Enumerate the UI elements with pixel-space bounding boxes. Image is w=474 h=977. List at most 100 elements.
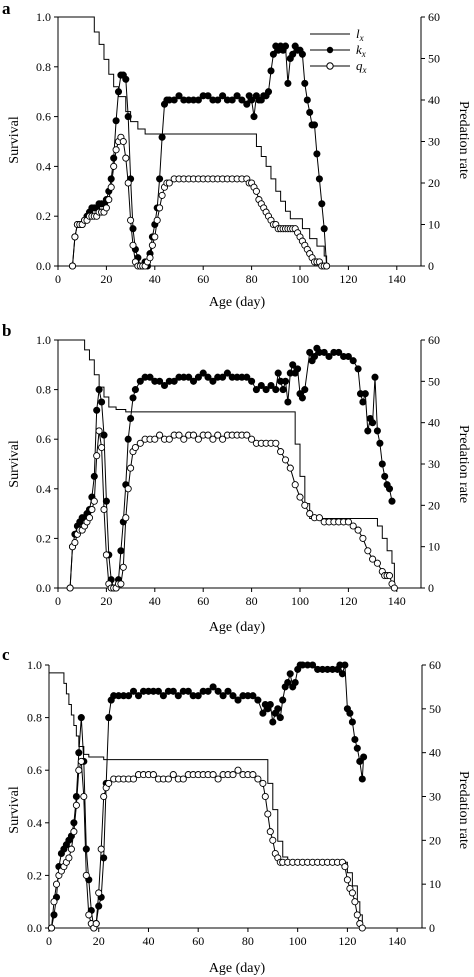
series-q-point [269,836,277,844]
x-tick-label: 40 [149,272,161,286]
series-k-point [274,705,282,713]
series-k-point [262,386,270,394]
series-k-point [344,352,352,361]
panel-label: a [2,0,11,18]
y-tick-label-left: 0.0 [36,581,51,595]
series-q-point [261,792,269,801]
series-k-point [160,381,169,390]
series-q-point [68,262,77,270]
series-q-point [102,551,110,559]
series-k-point [348,718,356,726]
y-tick-label-right: 0 [428,259,434,273]
series-q-point [343,876,351,884]
series-q-point [47,924,56,932]
series-k-point [361,390,369,398]
series-q-point [164,775,172,783]
series-k-point [169,687,177,695]
series-q-point [189,431,198,439]
series-k-point [174,692,182,700]
y-tick-label-left: 0.2 [36,209,51,223]
series-q-point [286,464,294,472]
series-k-point [289,50,297,58]
series-q-point [349,522,357,530]
series-k-point [243,100,251,108]
x-tick-label: 40 [149,594,161,608]
series-q-line [69,430,395,589]
series-k-point [313,150,321,158]
series-k-point [214,96,222,104]
series-k-point [185,373,193,381]
series-k-point [360,753,368,761]
series-q-point [254,775,262,783]
y-tick-label-left: 0.8 [27,711,42,725]
y-tick-label-left: 0.2 [36,531,51,545]
series-k-point [228,96,236,104]
series-k-point [320,225,328,233]
series-k-point [248,377,256,385]
series-k-point [117,547,125,555]
series-l-line [49,672,363,928]
series-k-point [335,348,343,356]
series-q-point [369,555,377,563]
series-q-point [107,183,115,191]
y-tick-label-left: 0.8 [36,383,51,397]
series-q-point [71,538,79,547]
x-tick-label: 20 [93,934,105,948]
series-k-point [310,121,319,129]
series-k-point [129,687,138,695]
series-k-point [159,692,167,700]
panel-c: c Survival Predation rate Age (day) [2,645,471,976]
series-q-point [354,526,362,534]
series-q-point [95,427,103,435]
series-q-point [151,435,159,443]
series-k-point [194,96,202,104]
series-k-point [364,427,372,435]
series-q-point [71,233,79,241]
series-k-point [341,661,349,669]
series-k-point [284,398,292,406]
series-q-point [98,443,106,452]
legend-k-text: k [356,42,362,57]
series-q-point [259,779,267,787]
series-k-point [315,175,323,183]
series-k-point [338,670,346,678]
series-k-point [272,386,280,394]
series-k-line [51,663,365,930]
series-q-point [75,766,83,774]
y-tick-label-right: 50 [429,702,441,716]
series-q-point [364,547,372,555]
y-tick-label-left: 0.6 [36,432,51,446]
y-axis-label-left: Survival [7,786,22,834]
series-k-point [349,357,357,365]
series-k-point [279,386,287,394]
x-tick-label: 80 [246,594,258,608]
series-q-point [85,514,94,522]
y-tick-label-right: 30 [428,135,440,149]
y-axis-label-right: Predation rate [456,771,471,849]
series-k-point [233,92,241,100]
series-k-point [291,678,299,687]
series-q-point [315,514,323,522]
series-k-point [219,92,227,100]
series-k-point [107,175,115,183]
series-q-point [151,233,159,241]
series-q-point [100,505,108,514]
series-k-point [249,692,257,700]
y-axis-label-left: Survival [7,440,22,488]
series-q-point [180,435,188,443]
series-q-point [156,431,164,439]
legend-l-subscript: x [359,33,364,43]
series-q-point [358,924,366,932]
series-q-point [65,854,73,862]
series-q-point [127,464,135,472]
series-k-point [284,678,292,687]
x-axis-label: Age (day) [209,961,266,976]
legend-k-label: kx [356,42,366,59]
series-q-point [179,775,187,783]
series-q-point [209,435,217,443]
series-q-point [119,137,127,146]
series-k-point [214,687,222,695]
series-q-point [82,871,90,879]
x-tick-label: 120 [338,934,356,948]
series-k-point [371,373,379,381]
